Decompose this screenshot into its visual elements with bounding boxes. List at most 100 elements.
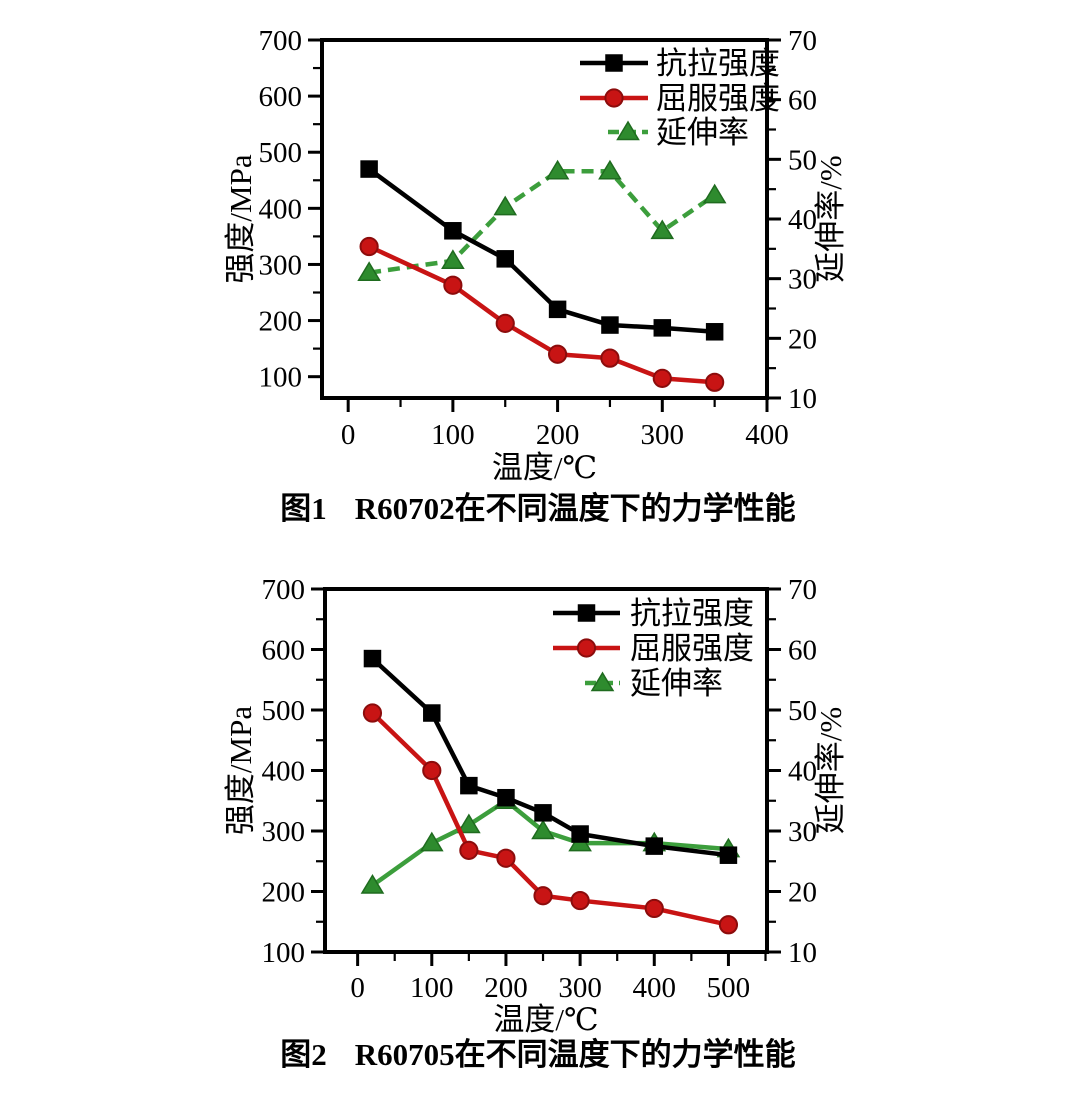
tensile-strength-marker (360, 160, 378, 178)
yield-strength-marker (533, 886, 553, 906)
x-tick-label: 100 (431, 419, 475, 451)
yield-strength-marker (576, 638, 597, 658)
y-axis-title-right: 延伸率/% (813, 155, 848, 282)
tensile-strength-marker (534, 804, 552, 822)
series-tensile-strength (360, 160, 724, 341)
y-left-tick-label: 300 (262, 816, 306, 848)
y-left-tick-label: 600 (262, 635, 306, 667)
y-right-tick-label: 50 (788, 144, 817, 176)
series-tensile-strength (363, 649, 738, 864)
y-right-tick-label: 60 (788, 635, 817, 667)
figure2-caption: 图2 R60705在不同温度下的力学性能 (0, 1037, 1076, 1073)
y-axis-right: 10 20 30 40 50 60 70 延伸率/% (769, 25, 848, 415)
tensile-strength-marker (577, 604, 596, 622)
x-axis-title: 温度/℃ (492, 450, 597, 485)
figure1-caption: 图1 R60702在不同温度下的力学性能 (0, 491, 1076, 527)
legend-label-yield-strength: 屈服强度 (656, 81, 780, 116)
y-axis-left: 100 200 300 400 500 600 700 强度/MPa (223, 25, 320, 394)
y-left-tick-label: 500 (262, 695, 306, 727)
series-yield-strength (362, 703, 739, 935)
y-axis-title-right: 延伸率/% (813, 707, 848, 834)
legend-label-yield-strength: 屈服强度 (630, 631, 754, 666)
yield-strength-marker (362, 703, 383, 723)
y-right-tick-label: 40 (788, 756, 817, 788)
elongation-marker (493, 195, 518, 216)
yield-strength-marker (652, 368, 672, 388)
y-right-tick-label: 20 (788, 877, 817, 909)
y-left-tick-label: 200 (259, 306, 303, 338)
tensile-strength-marker (496, 250, 514, 268)
x-tick-label: 300 (558, 972, 602, 1004)
elongation-marker (590, 671, 615, 692)
x-tick-label: 0 (341, 419, 356, 451)
legend-label-tensile-strength: 抗拉强度 (656, 46, 780, 81)
yield-strength-marker (443, 275, 463, 295)
tensile-strength-marker (605, 54, 623, 72)
legend-label-elongation: 延伸率 (656, 115, 749, 150)
y-right-tick-label: 20 (788, 323, 817, 355)
figure1-caption-number: 图1 (280, 491, 327, 526)
x-tick-label: 400 (745, 419, 789, 451)
x-tick-label: 500 (707, 972, 751, 1004)
legend-label-elongation: 延伸率 (630, 666, 723, 701)
elongation-marker (419, 831, 444, 852)
tensile-strength-marker (653, 319, 672, 337)
yield-strength-marker (600, 348, 620, 368)
figure2-caption-number: 图2 (280, 1037, 327, 1072)
y-right-tick-label: 30 (788, 816, 817, 848)
series-yield-strength (359, 236, 725, 392)
legend-label-tensile-strength: 抗拉强度 (630, 596, 754, 631)
y-right-tick-label: 60 (788, 85, 817, 117)
yield-strength-marker (422, 760, 442, 781)
y-left-tick-label: 400 (259, 193, 303, 225)
x-tick-label: 0 (350, 972, 365, 1004)
tensile-strength-marker (571, 825, 589, 843)
figure1-chart: 0 100 200 300 400 温度/℃ 100 200 300 400 500 600 700 强度… (223, 25, 848, 485)
y-axis-title-left: 强度/MPa (223, 706, 258, 835)
tensile-strength-marker (497, 788, 515, 807)
x-tick-label: 200 (484, 972, 528, 1004)
figure2-chart: 0 100 200 300 400 500 温度/℃ 100 200 300 400 500 600 70… (223, 574, 848, 1036)
yield-strength-marker (459, 840, 479, 860)
y-left-tick-label: 100 (262, 937, 306, 969)
tensile-strength-marker (645, 837, 664, 855)
tensile-strength-marker (363, 649, 382, 668)
plot-frame (323, 587, 769, 954)
x-tick-label: 300 (641, 419, 685, 451)
yield-strength-marker (496, 848, 516, 868)
x-axis-title: 温度/℃ (493, 1002, 598, 1036)
y-right-tick-label: 30 (788, 264, 817, 296)
y-left-tick-label: 300 (259, 249, 303, 281)
yield-strength-marker (644, 898, 664, 919)
y-left-tick-label: 500 (259, 137, 303, 169)
y-left-tick-label: 100 (259, 362, 303, 394)
yield-strength-marker (359, 236, 379, 257)
tensile-strength-marker (719, 846, 738, 864)
y-right-tick-label: 10 (788, 937, 817, 969)
x-axis: 0 100 200 300 400 500 温度/℃ (350, 954, 767, 1036)
elongation-marker (650, 219, 675, 240)
y-right-tick-label: 70 (788, 574, 817, 606)
yield-strength-marker (547, 344, 568, 364)
y-axis-title-left: 强度/MPa (223, 154, 258, 283)
elongation-marker (360, 873, 385, 894)
elongation-marker (598, 159, 622, 180)
y-right-tick-label: 50 (788, 695, 817, 727)
y-right-tick-label: 40 (788, 204, 817, 236)
yield-strength-marker (570, 890, 590, 911)
series-elongation (357, 159, 727, 281)
x-tick-label: 100 (410, 972, 454, 1004)
elongation-marker (702, 183, 727, 204)
y-axis-left: 100 200 300 400 500 600 700 强度/MPa (223, 574, 323, 969)
elongation-marker (531, 819, 555, 840)
plot-frame (320, 38, 769, 400)
elongation-marker (545, 159, 570, 180)
figure2-caption-text: R60705在不同温度下的力学性能 (354, 1037, 796, 1072)
tensile-strength-marker (460, 776, 478, 795)
elongation-marker (357, 261, 381, 281)
yield-strength-marker (604, 88, 624, 108)
yield-strength-marker (718, 915, 739, 935)
y-left-tick-label: 200 (262, 877, 306, 909)
